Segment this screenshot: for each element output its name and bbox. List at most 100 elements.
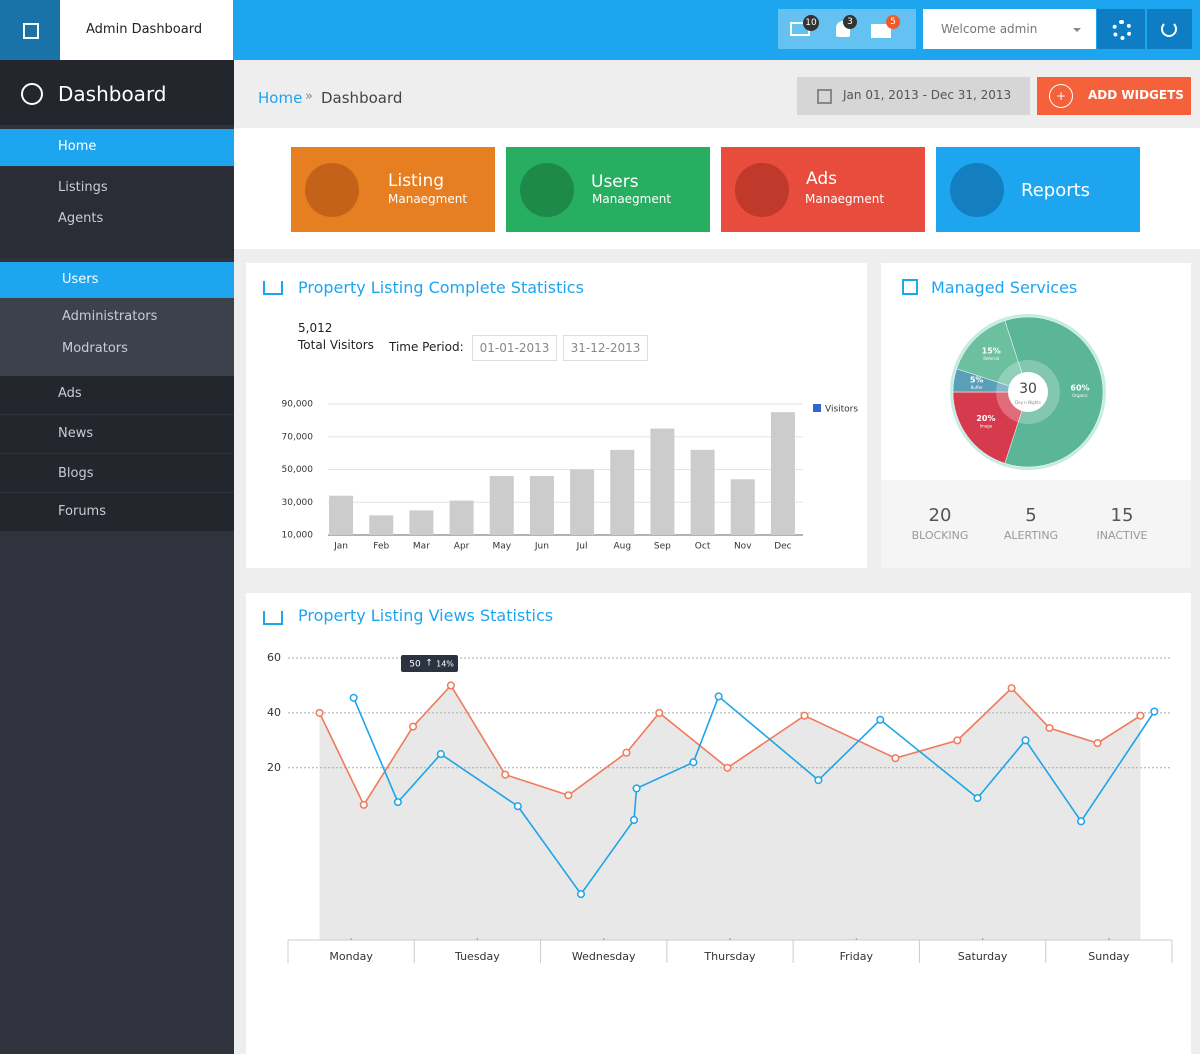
menu-label: Users [62, 272, 99, 287]
x-tick-label: Tuesday [454, 950, 500, 963]
button-label: ADD WIDGETS [1088, 88, 1184, 102]
stats-area [881, 480, 1191, 568]
menu-label: Home [58, 139, 97, 154]
y-tick-label: 70,000 [282, 432, 314, 442]
panel-icon [263, 281, 283, 295]
stat-value: 20 [928, 505, 952, 526]
brand: Admin Dashboard [60, 0, 233, 60]
point [446, 681, 455, 690]
tooltip-value: 50 [409, 660, 421, 670]
slice-category: Buffer [971, 385, 983, 390]
point [564, 791, 573, 800]
menu-label[interactable]: Modrators [62, 341, 128, 356]
x-tick-label: Jan [333, 542, 348, 552]
tooltip [401, 655, 458, 672]
tile[interactable]: Ads Manaegment [721, 147, 925, 232]
user-dropdown[interactable]: Welcome admin [923, 9, 1096, 49]
slice-category: Referral [983, 356, 999, 361]
total-value: 5,012 [298, 321, 333, 335]
point [1093, 739, 1102, 748]
tile-icon [950, 163, 1004, 217]
plus-icon: + [1049, 84, 1073, 108]
menu-label[interactable]: Listings [58, 180, 108, 195]
panel-title: Property Listing Views Statistics [298, 606, 554, 625]
point [436, 750, 445, 759]
x-tick-label: May [492, 542, 511, 552]
tile-title: Ads [806, 169, 837, 189]
point [814, 776, 823, 785]
point [393, 798, 402, 807]
settings-button[interactable] [1097, 9, 1145, 49]
dashboard-icon [21, 83, 43, 105]
line [318, 684, 1141, 807]
add-widgets-button[interactable]: + ADD WIDGETS [1037, 77, 1191, 115]
x-tick-label: Dec [774, 542, 791, 552]
tile[interactable]: Reports [936, 147, 1140, 232]
tile-icon [305, 163, 359, 217]
point [349, 693, 358, 702]
menu-label[interactable]: Blogs [58, 466, 94, 481]
bar [650, 428, 675, 535]
slice-label: 15% [982, 347, 1001, 356]
gear-icon [1112, 20, 1132, 40]
mail-badge: 10 [803, 15, 819, 31]
menu-label[interactable]: Forums [58, 504, 106, 519]
point [629, 815, 639, 825]
panel-icon [902, 279, 918, 295]
tile-subtitle: Manaegment [388, 192, 468, 206]
power-button[interactable] [1147, 9, 1192, 49]
tasks-icon[interactable] [871, 24, 891, 38]
tile-subtitle: Manaegment [592, 192, 672, 206]
pie-slice [1004, 316, 1104, 468]
point [714, 692, 723, 701]
point [632, 784, 641, 793]
point [1150, 707, 1159, 716]
point [876, 715, 885, 724]
legend-swatch [813, 404, 821, 412]
period-label: Time Period: [389, 340, 464, 354]
menu-item-active[interactable]: Home [0, 129, 234, 166]
point [689, 758, 698, 767]
tile-subtitle: Manaegment [805, 192, 885, 206]
bar [329, 495, 354, 535]
y-tick-label: 20 [267, 761, 281, 774]
power-icon [1161, 21, 1177, 37]
separator [0, 414, 234, 415]
bar [570, 469, 595, 535]
x-tick-label: Nov [734, 542, 752, 552]
menu-label[interactable]: Agents [58, 211, 104, 226]
y-tick-label: 30,000 [282, 498, 314, 508]
breadcrumb-link[interactable]: Home [258, 89, 303, 107]
welcome-text: Welcome admin [941, 22, 1038, 36]
point [359, 800, 368, 809]
bar [730, 479, 755, 535]
menu-label[interactable]: News [58, 426, 94, 441]
x-tick-label: Saturday [958, 950, 1008, 963]
panel-title: Managed Services [931, 278, 1078, 297]
menu-label[interactable]: Ads [58, 386, 82, 401]
tile[interactable]: Users Manaegment [506, 147, 710, 232]
bar [690, 449, 715, 535]
bar [489, 476, 514, 535]
date-input[interactable]: 31-12-2013 [563, 335, 648, 361]
tooltip-arrow: ↑ [425, 659, 433, 669]
menu-item-active[interactable]: Users [0, 262, 234, 298]
x-tick-label: Jul [576, 542, 588, 552]
tile[interactable]: Listing Manaegment [291, 147, 495, 232]
menu-label[interactable]: Administrators [62, 309, 158, 324]
point [1136, 711, 1145, 720]
date-input[interactable]: 01-01-2013 [472, 335, 557, 361]
date-range-picker[interactable]: Jan 01, 2013 - Dec 31, 2013 [797, 77, 1030, 115]
tile-icon [735, 163, 789, 217]
total-label: Total Visitors [298, 338, 374, 352]
panel-icon [263, 611, 283, 625]
center-value: 30 [1019, 381, 1037, 397]
pie-slice [956, 320, 1029, 393]
point [513, 802, 522, 811]
slice-category: Image [980, 424, 993, 429]
stat-label: INACTIVE [1096, 529, 1148, 542]
submenu [0, 298, 234, 376]
menu-button[interactable] [0, 0, 60, 60]
y-tick-label: 40 [267, 706, 281, 719]
